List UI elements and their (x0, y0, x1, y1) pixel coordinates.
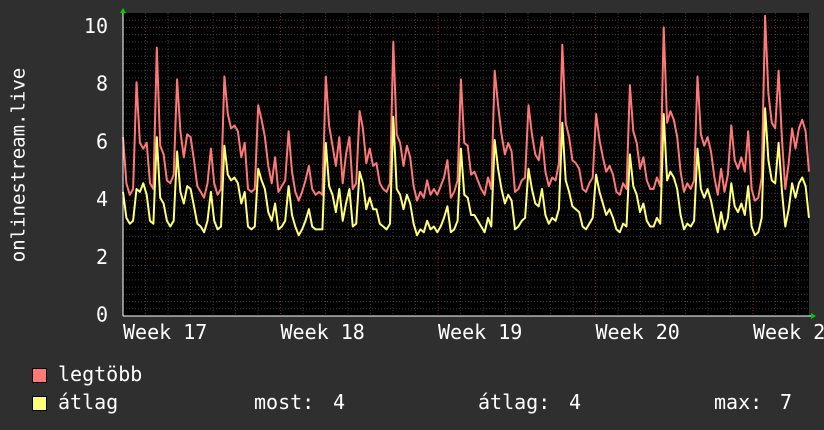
y-axis-arrow (120, 8, 126, 13)
x-axis-arrow (811, 313, 816, 319)
y-tick-label: 4 (96, 187, 108, 211)
y-axis-label: onlinestream.live (8, 68, 30, 262)
stat-avg-value: 4 (569, 390, 582, 414)
legend-row-max: legtöbb (0, 362, 824, 388)
series-layer (122, 14, 810, 237)
legend-swatch-max (32, 368, 47, 383)
legend-label-max: legtöbb (58, 362, 143, 386)
legend-swatch-avg (32, 396, 47, 411)
x-tick-label: Week 20 (596, 320, 680, 344)
grid (123, 13, 809, 316)
stat-max-value: 7 (780, 390, 793, 414)
stat-most-value: 4 (333, 390, 346, 414)
series-line-1 (122, 107, 810, 237)
y-tick-label: 8 (96, 72, 108, 96)
y-tick-labels: 0 2 4 6 8 10 (84, 14, 108, 327)
stat-avg-label: átlag: (478, 390, 551, 414)
x-tick-label: Week 17 (123, 320, 207, 344)
series-line-0 (122, 14, 810, 202)
y-tick-label: 2 (96, 245, 108, 269)
stat-max-label: max: (714, 390, 763, 414)
x-tick-label: Week 2 (753, 320, 824, 344)
x-tick-labels: Week 17 Week 18 Week 19 Week 20 Week 2 (123, 320, 824, 344)
legend-label-avg: átlag (58, 390, 119, 414)
stat-most-label: most: (254, 390, 315, 414)
y-tick-label: 10 (84, 14, 108, 38)
y-tick-label: 0 (96, 303, 108, 327)
x-tick-label: Week 19 (438, 320, 522, 344)
legend-row-avg: átlag most: 4 átlag: 4 max: 7 (0, 390, 824, 416)
x-tick-label: Week 18 (281, 320, 365, 344)
y-tick-label: 6 (96, 129, 108, 153)
